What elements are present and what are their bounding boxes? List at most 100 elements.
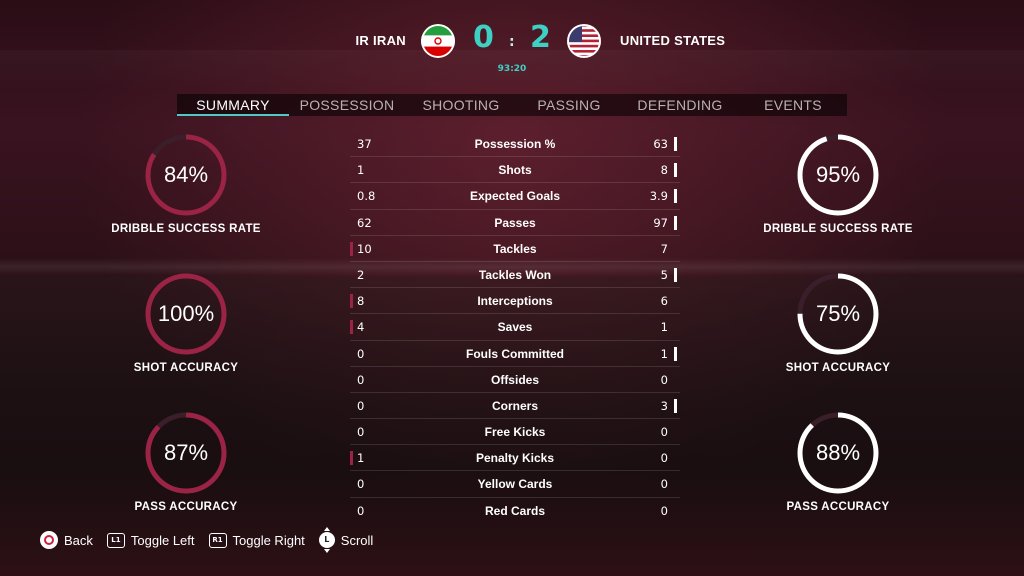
- stat-home-value: 2: [357, 267, 365, 282]
- tab-possession[interactable]: POSSESSION: [299, 97, 395, 113]
- home-score: 0: [473, 20, 494, 55]
- home-pass-accuracy-value: 87%: [163, 440, 209, 465]
- stat-name: Fouls Committed: [466, 346, 564, 361]
- stat-home-value: 0: [357, 372, 365, 387]
- stat-name: Shots: [498, 163, 532, 178]
- stat-away-value: 63: [653, 137, 668, 151]
- match-stats-table[interactable]: 37 Possession % 63 1 Shots 8 0.8 Expected Goals…: [350, 131, 680, 524]
- stat-home-value: 0.8: [357, 189, 376, 204]
- stat-name: Offsides: [490, 372, 539, 387]
- stat-away-value: 3.9: [649, 189, 668, 204]
- stat-home-value: 0: [357, 425, 365, 440]
- home-leader-marker: [350, 241, 353, 256]
- home-dribble-ring: 84%: [144, 133, 228, 217]
- stat-name: Tackles Won: [478, 267, 552, 282]
- stats-tab-bar: SUMMARY POSSESSION SHOOTING PASSING DEFE…: [177, 94, 847, 116]
- match-clock: 93:20: [497, 64, 527, 74]
- stat-name: Interceptions: [477, 294, 553, 309]
- stat-name: Corners: [491, 398, 538, 413]
- stat-home-value: 0: [357, 503, 365, 518]
- stat-away-value: 0: [660, 451, 668, 466]
- stat-away-value: 0: [660, 372, 668, 387]
- circle-button-icon: [40, 531, 58, 549]
- stat-name: Possession %: [474, 137, 556, 151]
- tab-defending[interactable]: DEFENDING: [637, 97, 723, 113]
- stat-home-value: 0: [357, 398, 365, 413]
- usa-flag-icon: [567, 24, 601, 58]
- stat-home-value: 37: [357, 137, 372, 151]
- home-pass-accuracy-ring: 87%: [144, 411, 228, 495]
- r1-button-icon: R1: [208, 532, 227, 548]
- stat-row: 0.8 Expected Goals 3.9: [350, 183, 680, 210]
- stat-away-value: 6: [660, 294, 668, 309]
- home-dribble-value: 84%: [163, 162, 209, 187]
- back-control[interactable]: Back: [40, 531, 93, 549]
- away-pass-accuracy-label: PASS ACCURACY: [786, 501, 890, 513]
- stat-away-value: 3: [660, 398, 668, 413]
- left-stick-icon: L: [318, 527, 335, 553]
- away-leader-marker: [674, 163, 677, 178]
- home-pass-accuracy-ring-arc: [145, 412, 227, 494]
- stat-home-value: 0: [357, 346, 365, 361]
- scroll-control[interactable]: L Scroll: [318, 527, 374, 553]
- stat-name: Free Kicks: [484, 425, 546, 440]
- stat-row: 1 Penalty Kicks 0: [350, 445, 680, 472]
- home-team-name: IR IRAN: [355, 33, 406, 48]
- button-prompt-bar: Back L1 Toggle Left R1 Toggle Right L Sc…: [40, 527, 387, 553]
- tab-summary[interactable]: SUMMARY: [177, 94, 289, 116]
- scroll-label: Scroll: [340, 532, 374, 548]
- away-shot-accuracy-value: 75%: [815, 301, 861, 326]
- stat-home-value: 4: [357, 320, 365, 335]
- stat-name: Expected Goals: [469, 189, 561, 204]
- tab-shooting[interactable]: SHOOTING: [422, 97, 500, 113]
- home-leader-marker: [350, 294, 353, 309]
- away-shot-accuracy-ring: 75%: [796, 272, 880, 356]
- stat-row: 0 Corners 3: [350, 393, 680, 420]
- stat-away-value: 7: [660, 241, 668, 256]
- scoreboard: IR IRAN 0 : 2 UNITED STATES 93:20: [0, 20, 1024, 80]
- stat-home-value: 10: [357, 241, 372, 256]
- home-shot-accuracy-ring: 100%: [144, 272, 228, 356]
- home-shot-accuracy-ring-arc: [145, 273, 227, 355]
- tab-events[interactable]: EVENTS: [764, 97, 822, 113]
- stat-away-value: 0: [660, 477, 668, 492]
- away-leader-marker: [674, 267, 677, 282]
- stat-away-value: 97: [653, 215, 668, 230]
- away-team-name: UNITED STATES: [620, 33, 726, 48]
- away-score: 2: [530, 20, 551, 55]
- toggle-left-label: Toggle Left: [130, 532, 195, 548]
- stat-away-value: 1: [660, 346, 668, 361]
- stat-home-value: 1: [357, 163, 365, 178]
- stat-row: 0 Offsides 0: [350, 367, 680, 393]
- home-leader-marker: [350, 320, 353, 335]
- stat-name: Tackles: [493, 241, 537, 256]
- stat-row: 0 Yellow Cards 0: [350, 471, 680, 498]
- stat-name: Saves: [497, 320, 533, 335]
- away-leader-marker: [674, 346, 677, 361]
- toggle-left-control[interactable]: L1 Toggle Left: [106, 532, 195, 548]
- l1-button-icon: L1: [106, 532, 125, 548]
- away-leader-marker: [674, 215, 677, 230]
- tab-passing[interactable]: PASSING: [537, 97, 601, 113]
- stat-home-value: 1: [357, 451, 365, 466]
- stat-name: Yellow Cards: [477, 477, 553, 492]
- home-shot-accuracy-value: 100%: [157, 301, 215, 326]
- stat-away-value: 5: [660, 267, 668, 282]
- stat-home-value: 62: [357, 215, 372, 230]
- stat-home-value: 8: [357, 294, 365, 309]
- stat-name: Penalty Kicks: [475, 451, 555, 466]
- stat-name: Red Cards: [484, 503, 546, 518]
- toggle-right-control[interactable]: R1 Toggle Right: [208, 532, 305, 548]
- home-leader-marker: [350, 451, 353, 466]
- stat-away-value: 8: [660, 163, 668, 178]
- away-dribble-ring-arc: [797, 134, 879, 216]
- stat-row: 2 Tackles Won 5: [350, 262, 680, 289]
- home-pass-accuracy-label: PASS ACCURACY: [134, 501, 238, 513]
- stat-home-value: 0: [357, 477, 365, 492]
- stat-row: 0 Red Cards 0: [350, 498, 680, 524]
- away-pass-accuracy-ring: 88%: [796, 411, 880, 495]
- iran-flag-icon: [421, 24, 455, 58]
- stat-away-value: 0: [660, 503, 668, 518]
- back-label: Back: [64, 532, 93, 548]
- stat-away-value: 0: [660, 425, 668, 440]
